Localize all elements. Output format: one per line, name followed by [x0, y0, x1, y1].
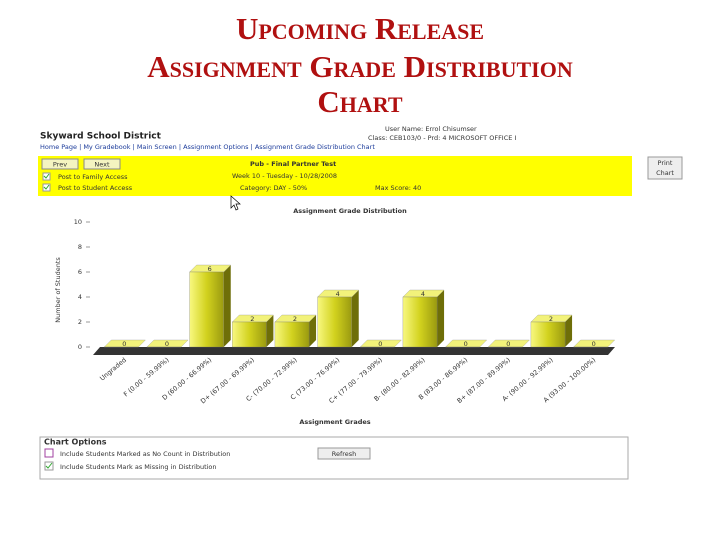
category: Category: DAY - 50%: [240, 184, 307, 192]
nav-bar[interactable]: Home Page | My Gradebook | Main Screen |…: [40, 143, 375, 151]
refresh-button[interactable]: [317, 447, 371, 460]
x-axis-label: Assignment Grades: [299, 418, 370, 426]
option: Post to Family Access: [58, 173, 128, 181]
options-title: Chart Options: [44, 438, 107, 447]
slide-title: Upcoming Release: [236, 11, 484, 46]
prev-button[interactable]: [41, 158, 79, 170]
bar: [189, 271, 224, 348]
option: Include Students Marked as No Count in D…: [60, 450, 230, 458]
slide-title: Assignment Grade Distribution: [147, 49, 573, 84]
bar-side: [565, 315, 573, 347]
data-label: 2: [293, 315, 297, 323]
prev-label[interactable]: Prev: [53, 161, 67, 169]
checkbox[interactable]: [44, 448, 54, 458]
data-label: 0: [592, 340, 596, 348]
check: [43, 184, 50, 190]
data-label: 0: [122, 340, 126, 348]
next-button[interactable]: [83, 158, 121, 170]
data-label: 0: [165, 340, 169, 348]
bar: [232, 321, 267, 348]
y-tick-label: 8: [78, 243, 82, 251]
y-tick-label: 4: [78, 293, 82, 301]
data-label: 0: [506, 340, 510, 348]
data-label: 2: [549, 315, 553, 323]
user-name: User Name: Errol Chisumser: [385, 125, 477, 133]
y-tick-label: 10: [74, 218, 82, 226]
data-label: 4: [421, 290, 425, 298]
data-label: 0: [464, 340, 468, 348]
chart-floor: [93, 347, 615, 355]
bar: [402, 296, 438, 348]
option: Post to Student Access: [58, 184, 133, 192]
next-label[interactable]: Next: [94, 161, 110, 169]
bar-side: [223, 265, 231, 347]
max-score: Max Score: 40: [375, 184, 421, 192]
assignment: Pub - Final Partner Test: [250, 160, 336, 168]
bar: [274, 321, 310, 348]
bar-side: [351, 290, 359, 347]
data-label: 4: [336, 290, 340, 298]
print-button[interactable]: [647, 156, 683, 180]
data-label: 6: [208, 265, 212, 273]
data-label: 2: [250, 315, 254, 323]
bar-side: [437, 290, 445, 347]
bar: [530, 321, 566, 348]
data-label: 0: [378, 340, 382, 348]
x-tick-label: Ungraded: [98, 356, 128, 383]
check: [45, 462, 53, 469]
refresh-label[interactable]: Refresh: [332, 450, 357, 458]
bar-side: [266, 315, 274, 347]
x-tick-label: F (0.00 - 59.99%): [122, 356, 171, 399]
check: [43, 173, 50, 179]
chart-title: Assignment Grade Distribution: [293, 207, 407, 215]
y-tick-label: 2: [78, 318, 82, 326]
bar-side: [309, 315, 317, 347]
bar: [317, 296, 352, 348]
option: Include Students Mark as Missing in Dist…: [60, 463, 217, 471]
y-tick-label: 0: [78, 343, 82, 351]
print-label[interactable]: Print: [658, 159, 673, 167]
y-tick-label: 6: [78, 268, 82, 276]
cursor: [230, 195, 241, 211]
district: Skyward School District: [40, 132, 162, 142]
print-label[interactable]: Chart: [656, 169, 674, 177]
date: Week 10 - Tuesday - 10/28/2008: [232, 172, 337, 180]
class-info: Class: CEB103/0 - Prd: 4 MICROSOFT OFFIC…: [368, 134, 516, 142]
slide-title: Chart: [317, 84, 403, 119]
toolbar: [38, 156, 632, 196]
y-axis-label: Number of Students: [54, 257, 62, 323]
